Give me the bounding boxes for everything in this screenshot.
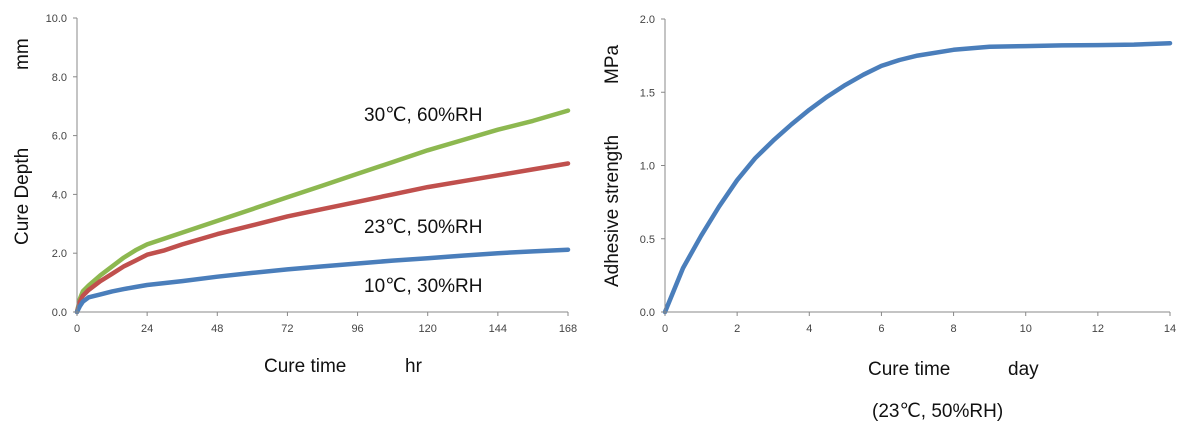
y-axis-unit: MPa bbox=[602, 45, 623, 85]
x-tick-label: 8 bbox=[951, 323, 957, 335]
series-line-30c-60rh bbox=[74, 108, 571, 315]
x-tick-label: 144 bbox=[489, 323, 507, 335]
y-tick-label: 0.0 bbox=[640, 307, 655, 319]
series-label-30c: 30℃, 60%RH bbox=[364, 105, 483, 126]
y-tick-label: 0.5 bbox=[640, 234, 655, 246]
cure-depth-chart: 0 24 48 72 96 120 144 168 0.0 2.0 4.0 6.0 8.0 10.0 Cu… bbox=[12, 13, 577, 377]
x-tick-label: 72 bbox=[281, 323, 293, 335]
x-tick-label: 168 bbox=[559, 323, 577, 335]
x-tick-label: 14 bbox=[1164, 323, 1176, 335]
x-tick-label: 48 bbox=[211, 323, 223, 335]
x-tick-label: 4 bbox=[806, 323, 812, 335]
x-tick-label: 120 bbox=[419, 323, 437, 335]
adhesive-strength-series-group bbox=[662, 40, 1173, 315]
cure-depth-series-group bbox=[74, 108, 571, 315]
series-line-23c-50rh bbox=[74, 161, 571, 315]
cure-depth-ticks: 0 24 48 72 96 120 144 168 0.0 2.0 4.0 6.0 8.0 10.0 bbox=[46, 13, 578, 335]
x-tick-label: 10 bbox=[1020, 323, 1032, 335]
x-tick-label: 2 bbox=[734, 323, 740, 335]
series-line-10c-30rh bbox=[74, 247, 571, 315]
y-tick-label: 8.0 bbox=[52, 72, 67, 84]
condition-note: (23℃, 50%RH) bbox=[872, 401, 1003, 422]
y-tick-label: 1.0 bbox=[640, 161, 655, 173]
series-label-10c: 10℃, 30%RH bbox=[364, 276, 483, 297]
y-axis-label: Adhesive strength bbox=[602, 135, 623, 287]
x-axis-unit: day bbox=[1008, 359, 1039, 380]
series-line-adhesive-strength bbox=[662, 40, 1173, 315]
series-label-23c: 23℃, 50%RH bbox=[364, 217, 483, 238]
y-tick-label: 6.0 bbox=[52, 131, 67, 143]
y-tick-label: 0.0 bbox=[52, 307, 67, 319]
y-axis-label: Cure Depth bbox=[12, 148, 33, 245]
x-tick-label: 96 bbox=[351, 323, 363, 335]
y-tick-label: 10.0 bbox=[46, 13, 67, 25]
adhesive-strength-ticks: 0 2 4 6 8 10 12 14 0.0 0.5 1.0 1.5 2.0 bbox=[640, 14, 1176, 335]
x-tick-label: 6 bbox=[878, 323, 884, 335]
adhesive-strength-chart: 0 2 4 6 8 10 12 14 0.0 0.5 1.0 1.5 2.0 Cure time day… bbox=[602, 14, 1176, 422]
y-tick-label: 1.5 bbox=[640, 87, 655, 99]
x-axis-unit: hr bbox=[405, 356, 423, 377]
x-tick-label: 12 bbox=[1092, 323, 1104, 335]
x-axis-label: Cure time bbox=[868, 359, 950, 380]
y-tick-label: 2.0 bbox=[52, 248, 67, 260]
x-tick-label: 0 bbox=[74, 323, 80, 335]
x-tick-label: 24 bbox=[141, 323, 153, 335]
x-tick-label: 0 bbox=[662, 323, 668, 335]
y-axis-unit: mm bbox=[12, 38, 33, 70]
x-axis-label: Cure time bbox=[264, 356, 346, 377]
y-tick-label: 4.0 bbox=[52, 189, 67, 201]
y-tick-label: 2.0 bbox=[640, 14, 655, 26]
